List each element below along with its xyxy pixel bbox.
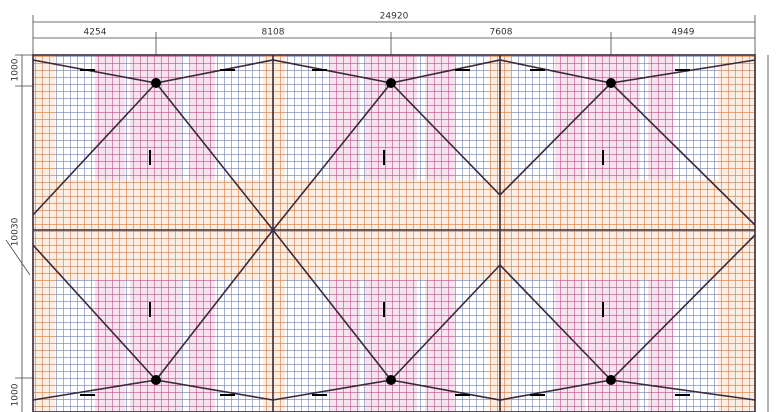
markers [80,69,690,396]
span-dimension: 4254 [84,28,107,38]
grid-bands [33,55,755,412]
left-dimension: 1000 [11,58,21,81]
dimension-lines [5,15,769,412]
left-dimension: 1000 [11,383,21,406]
left-dimension: 10030 [11,217,21,246]
span-dimension: 7608 [490,28,513,38]
span-dimension: 8108 [262,28,285,38]
span-dimension: 4949 [672,28,695,38]
total-dimension: 24920 [380,12,409,22]
